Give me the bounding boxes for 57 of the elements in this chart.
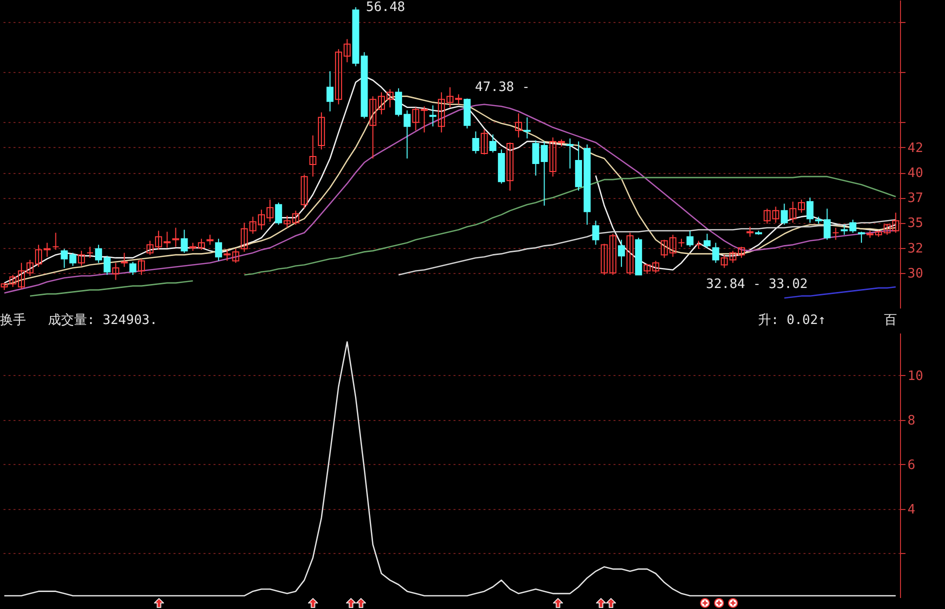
candlestick	[206, 234, 214, 246]
candlestick	[472, 130, 480, 154]
candlestick	[626, 232, 634, 276]
text: 成交量: 324903.	[48, 313, 158, 328]
y-tick-label: 10	[908, 368, 924, 384]
y-tick-label: 30	[908, 266, 924, 282]
candlestick	[112, 262, 120, 280]
text: 百	[884, 313, 897, 328]
candlestick	[412, 106, 420, 131]
annotation: 47.38 -	[475, 80, 530, 95]
candlestick	[592, 220, 600, 246]
candlestick	[275, 202, 282, 226]
candlestick	[318, 112, 325, 150]
candlestick	[480, 128, 488, 155]
y-tick-label: 42	[908, 140, 924, 156]
candlestick	[180, 229, 188, 254]
candlestick	[712, 242, 720, 264]
candlestick	[489, 134, 496, 153]
candlestick	[300, 174, 308, 210]
candlestick	[129, 261, 136, 276]
candlestick	[172, 227, 180, 248]
candlestick	[309, 134, 316, 178]
annotation: 32.84 - 33.02	[706, 277, 808, 292]
candlestick	[515, 112, 522, 138]
candlestick	[215, 238, 222, 262]
candlestick	[120, 252, 128, 268]
y-tick-label: 32	[908, 241, 924, 256]
candlestick	[506, 142, 514, 192]
candlestick	[524, 116, 531, 139]
candlestick	[686, 230, 694, 248]
y-tick-label: 35	[908, 216, 924, 232]
candlestick	[78, 250, 85, 266]
candlestick	[86, 246, 94, 258]
annotation: 56.48	[366, 0, 406, 15]
candlestick	[540, 140, 548, 206]
candlestick	[566, 138, 574, 170]
candlestick	[326, 70, 334, 112]
y-tick-label: 6	[908, 458, 916, 473]
y-tick-label: 40	[908, 166, 924, 182]
candlestick	[618, 239, 625, 268]
text: 换手	[0, 313, 26, 328]
candlestick	[532, 140, 540, 176]
candlestick	[52, 232, 60, 250]
candlestick	[806, 197, 814, 224]
candlestick	[858, 231, 865, 244]
line-series	[4, 341, 896, 596]
candlestick	[746, 226, 754, 238]
y-tick-label: 37	[908, 191, 924, 206]
candlestick	[420, 106, 428, 133]
y-tick-label: 8	[908, 413, 916, 428]
candlestick	[704, 233, 711, 248]
candlestick	[138, 258, 145, 276]
text: 升: 0.02↑	[758, 313, 826, 328]
candlestick	[832, 227, 840, 240]
candlestick	[429, 104, 436, 127]
y-tick-label: 4	[908, 502, 916, 518]
candlestick	[780, 203, 788, 226]
